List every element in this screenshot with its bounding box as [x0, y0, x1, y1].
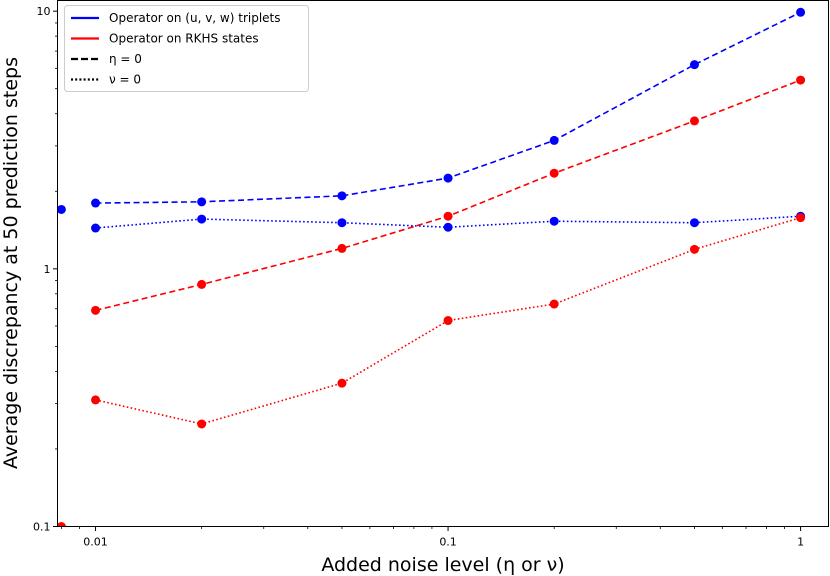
data-point-triplets-nu0 — [689, 218, 699, 228]
legend-label: Operator on RKHS states — [109, 32, 259, 46]
data-point-rkhs-nu0 — [337, 378, 347, 388]
data-point-rkhs-nu0 — [197, 419, 207, 429]
data-point-triplets-nu0 — [443, 222, 453, 232]
x-axis-title: Added noise level (η or ν) — [321, 554, 564, 576]
data-point-rkhs-eta0 — [197, 279, 207, 289]
legend-items: Operator on (u, v, w) triplets Operator o… — [71, 11, 281, 87]
data-point-triplets-eta0 — [197, 197, 207, 207]
axes-layer: 0.01 0.1 1 0.1 1 10 — [33, 5, 804, 548]
data-point-triplets-nu0 — [197, 214, 207, 224]
y-tick-label: 10 — [37, 5, 51, 18]
y-tick-label: 1 — [44, 263, 51, 276]
data-point-rkhs-eta0 — [689, 116, 699, 126]
legend-label: η = 0 — [109, 52, 142, 66]
data-point-triplets-eta0 — [549, 135, 559, 145]
data-point-triplets-nu0 — [549, 216, 559, 226]
data-point-edge — [57, 204, 66, 214]
data-point-edge — [57, 522, 66, 527]
data-point-triplets-eta0 — [796, 7, 806, 17]
data-point-rkhs-eta0 — [549, 168, 559, 178]
data-point-rkhs-eta0 — [443, 211, 453, 221]
data-point-rkhs-nu0 — [443, 316, 453, 326]
x-tick-label: 1 — [797, 536, 804, 549]
data-point-triplets-eta0 — [337, 191, 347, 201]
series-layer — [57, 7, 806, 527]
data-point-triplets-nu0 — [91, 223, 101, 233]
x-tick-label: 0.01 — [83, 536, 108, 549]
data-point-triplets-eta0 — [91, 198, 101, 208]
data-point-rkhs-eta0 — [337, 243, 347, 253]
plot-frame — [57, 0, 829, 527]
data-point-triplets-eta0 — [443, 173, 453, 183]
data-point-triplets-nu0 — [337, 218, 347, 228]
series-line-rkhs-eta0 — [95, 79, 801, 312]
data-point-triplets-eta0 — [689, 60, 699, 70]
x-tick-label: 0.1 — [439, 536, 457, 549]
data-point-rkhs-nu0 — [91, 395, 101, 405]
data-point-rkhs-nu0 — [549, 299, 559, 309]
data-point-rkhs-nu0 — [689, 244, 699, 254]
legend-box — [64, 5, 309, 92]
y-axis-title: Average discrepancy at 50 prediction ste… — [0, 57, 22, 469]
legend-label: ν = 0 — [109, 73, 141, 87]
data-point-rkhs-nu0 — [796, 213, 806, 223]
data-point-rkhs-eta0 — [796, 75, 806, 85]
y-tick-label: 0.1 — [33, 521, 51, 534]
legend: Operator on (u, v, w) triplets Operator o… — [64, 5, 309, 92]
data-point-rkhs-eta0 — [91, 305, 101, 315]
legend-label: Operator on (u, v, w) triplets — [109, 11, 281, 25]
